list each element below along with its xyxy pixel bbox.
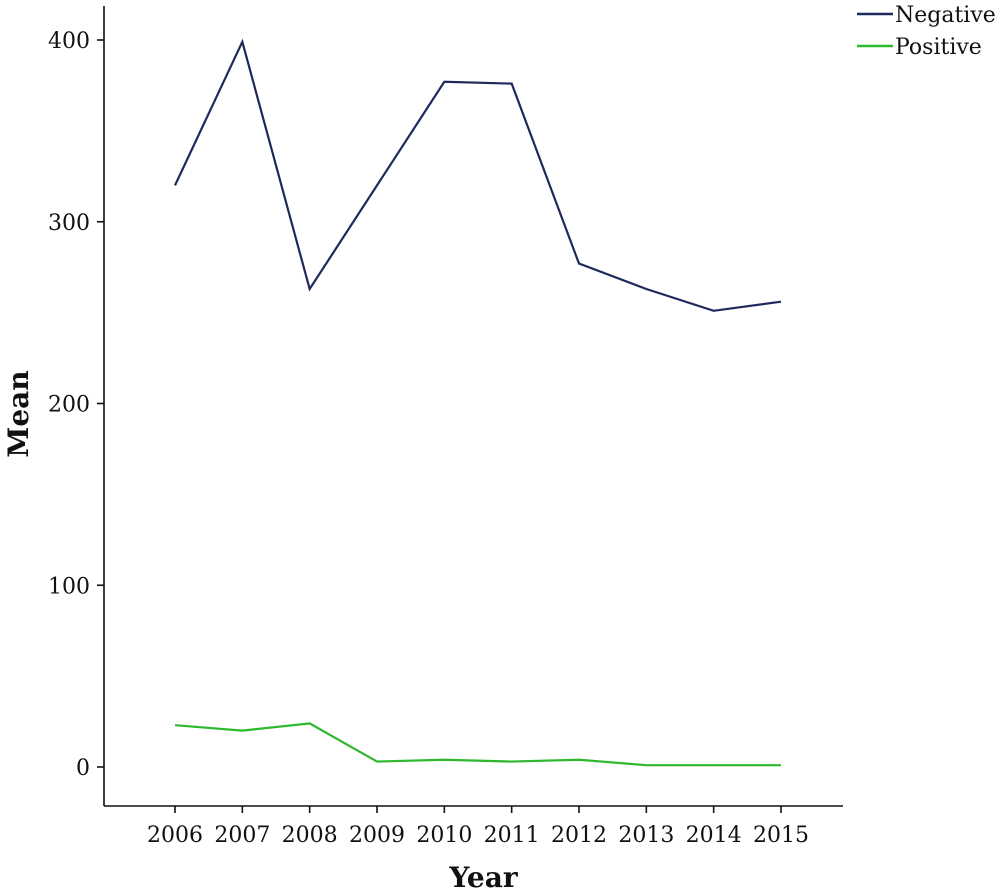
x-tick-label: 2015 [753,823,809,848]
x-tick-label: 2007 [214,823,270,848]
y-tick-label: 200 [48,393,90,418]
legend-label-positive: Positive [895,35,982,60]
y-tick-label: 300 [48,211,90,236]
x-tick-label: 2013 [618,823,674,848]
y-tick-label: 400 [48,29,90,54]
series-line-negative [174,38,782,312]
x-axis-ticks: 2006 2007 2008 2009 2010 2011 2012 2013 2014 2015 [147,806,809,848]
x-tick-label: 2010 [416,823,472,848]
series-lines [174,38,782,767]
x-tick-label: 2008 [282,823,338,848]
y-axis-title: Mean [2,370,35,457]
x-axis-title: Year [448,861,519,894]
x-tick-label: 2011 [484,823,540,848]
y-tick-label: 0 [76,756,90,781]
y-tick-label: 100 [48,574,90,599]
x-tick-label: 2012 [551,823,607,848]
x-tick-label: 2014 [686,823,742,848]
legend: Negative Positive [857,3,996,60]
x-tick-label: 2006 [147,823,203,848]
x-tick-label: 2009 [349,823,405,848]
legend-label-negative: Negative [895,3,996,28]
series-line-positive [174,722,781,767]
y-axis-ticks: 0 100 200 300 400 [48,29,104,781]
